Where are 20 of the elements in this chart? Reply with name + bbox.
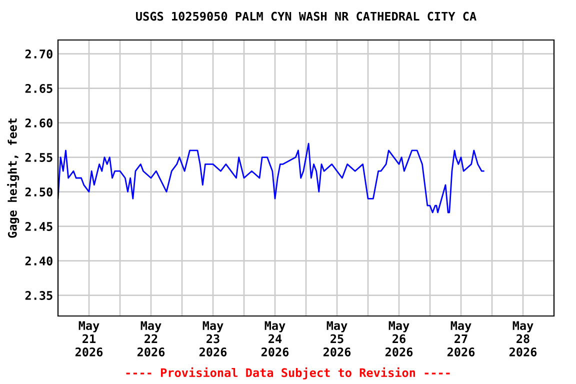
line-series — [58, 142, 484, 214]
y-tick-label: 2.50 — [25, 188, 52, 196]
y-tick-label: 2.45 — [25, 222, 52, 231]
y-tick-label: 2.65 — [25, 84, 52, 93]
y-tick-label: 2.60 — [25, 118, 52, 128]
x-tick-label: May 21 2026 — [75, 321, 103, 356]
x-tick-label: May 28 2026 — [509, 321, 537, 356]
y-tick-label: 2.40 — [25, 256, 52, 266]
x-tick-label: May 27 2026 — [447, 321, 475, 356]
y-tick-label: 2.55 — [25, 153, 52, 162]
y-tick-label: 2.35 — [25, 291, 52, 300]
x-tick-label: May 25 2026 — [323, 321, 351, 356]
y-tick-label: 2.70 — [25, 50, 52, 58]
x-tick-label: May 26 2026 — [385, 321, 413, 356]
text: ---- Provisional Data Subject to Revision ---- — [126, 367, 450, 380]
y-axis-title: Gage height, feet — [7, 118, 20, 238]
x-tick-label: May 24 2026 — [261, 321, 289, 356]
chart-title: USGS 10259050 PALM CYN WASH NR CATHEDRAL CITY CA — [136, 12, 476, 21]
x-tick-label: May 23 2026 — [199, 321, 227, 356]
x-tick-label: May 22 2026 — [137, 321, 165, 356]
